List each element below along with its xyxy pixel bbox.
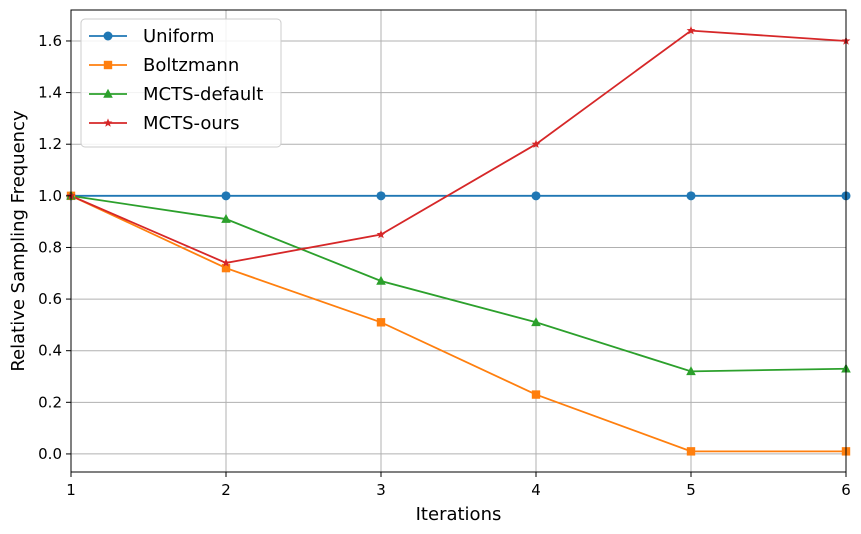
data-point-boltzmann: [221, 263, 231, 273]
data-point-mcts-default: [531, 317, 541, 327]
series-lines: [70, 29, 847, 453]
y-ticks: 0.0 0.2 0.4 0.6 0.8 1.0 1.2 1.4 1.6: [38, 32, 71, 463]
legend-marker: [103, 31, 113, 41]
y-tick-label: 1.4: [38, 84, 62, 102]
data-point-mcts-default: [376, 275, 386, 285]
data-point-uniform: [376, 191, 386, 201]
data-point-boltzmann: [686, 447, 696, 456]
x-tick-label: 2: [221, 481, 231, 499]
x-tick-label: 6: [841, 481, 851, 499]
y-tick-label: 1.6: [38, 32, 62, 50]
y-tick-label: 0.2: [38, 393, 62, 411]
y-tick-label: 0.4: [38, 342, 62, 360]
series-line-boltzmann: [70, 195, 846, 453]
data-point-mcts-ours: [376, 229, 386, 239]
series-line-mcts-ours: [70, 29, 847, 264]
legend-label: MCTS-default: [143, 84, 263, 105]
x-tick-label: 1: [66, 481, 76, 499]
y-tick-label: 0.8: [38, 238, 62, 256]
data-point-mcts-default: [686, 366, 696, 376]
y-tick-label: 0.6: [38, 290, 62, 308]
data-point-uniform: [221, 191, 231, 201]
data-point-boltzmann: [531, 390, 541, 399]
legend-marker: [103, 88, 113, 98]
x-ticks: 1 2 3 4 5 6: [66, 472, 851, 499]
x-tick-label: 5: [686, 481, 696, 499]
data-point-uniform: [531, 191, 541, 201]
x-tick-label: 4: [531, 481, 541, 499]
legend-marker: [103, 60, 113, 70]
legend-label: MCTS-ours: [143, 113, 240, 134]
series-line-mcts-default: [70, 194, 847, 373]
legend-box: [80, 18, 282, 148]
data-point-boltzmann: [376, 318, 386, 327]
legend-label: Uniform: [143, 26, 215, 47]
data-point-mcts-ours: [531, 139, 541, 148]
legend: Uniform Boltzmann MCTS-default MCTS-ours: [80, 18, 282, 148]
x-tick-label: 3: [376, 481, 386, 499]
data-point-uniform: [686, 191, 696, 201]
y-tick-label: 1.2: [38, 135, 62, 153]
y-tick-label: 0.0: [38, 445, 62, 463]
y-axis-label: Relative Sampling Frequency: [8, 110, 29, 372]
plot-frame: [70, 9, 847, 473]
legend-marker: [103, 118, 113, 127]
x-axis-label: Iterations: [416, 504, 502, 525]
legend-label: Boltzmann: [143, 55, 239, 76]
data-point-mcts-ours: [221, 258, 231, 267]
data-point-mcts-ours: [686, 26, 696, 35]
data-point-mcts-default: [221, 213, 231, 223]
y-tick-label: 1.0: [38, 187, 62, 205]
